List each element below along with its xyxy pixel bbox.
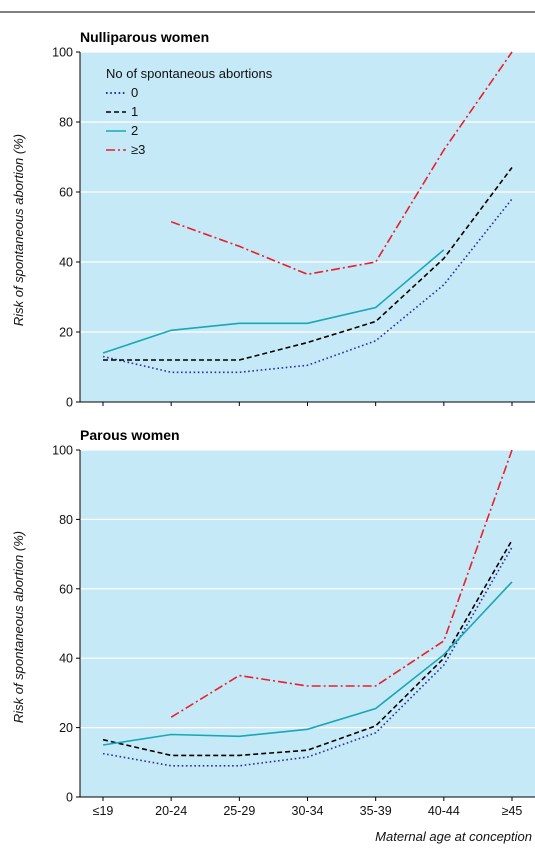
legend: No of spontaneous abortions 0 1 2 ≥3 <box>106 66 273 157</box>
plot-background <box>80 52 535 402</box>
series-group <box>102 449 513 767</box>
x-tick-label: 25-29 <box>223 804 255 818</box>
series-line-3 <box>170 449 513 718</box>
x-tick-label: 40-44 <box>428 804 460 818</box>
x-tick-label: 20-24 <box>155 804 187 818</box>
gridlines <box>80 51 535 333</box>
y-tick-label: 60 <box>59 186 73 200</box>
y-tick-label: 20 <box>59 326 73 340</box>
axes: 0 20 40 60 80 100 ≤19 20-24 25-29 30-34 35-39 40-44… <box>52 444 535 818</box>
y-tick-label: 0 <box>66 396 73 410</box>
legend-label: 0 <box>131 85 138 100</box>
x-tick-label: 35-39 <box>360 804 392 818</box>
legend-title: No of spontaneous abortions <box>106 66 273 81</box>
x-tick-label: 30-34 <box>292 804 324 818</box>
y-axis-label: Risk of spontaneous abortion (%) <box>11 134 26 326</box>
y-tick-label: 100 <box>52 46 73 60</box>
gridlines <box>80 449 535 729</box>
series-line-2 <box>102 249 445 354</box>
series-group <box>102 51 513 374</box>
y-tick-label: 60 <box>59 582 73 596</box>
panel-title: Nulliparous women <box>80 29 209 45</box>
legend-label: 2 <box>131 123 138 138</box>
plot-background <box>80 450 535 797</box>
x-tick-label: ≥45 <box>502 804 523 818</box>
y-axis-label-group: Risk of spontaneous abortion (%) <box>11 134 26 326</box>
panel-parous: Parous women Risk of spontaneous abortio… <box>11 427 535 818</box>
y-tick-label: 40 <box>59 256 73 270</box>
series-line-0 <box>102 198 513 374</box>
y-axis-label: Risk of spontaneous abortion (%) <box>11 531 26 723</box>
legend-label: 1 <box>131 104 138 119</box>
x-tick-label: ≤19 <box>93 804 114 818</box>
y-tick-label: 80 <box>59 116 73 130</box>
y-tick-label: 100 <box>52 444 73 458</box>
panel-nulliparous: Nulliparous women Risk of spontaneous ab… <box>11 29 535 410</box>
series-line-1 <box>103 167 513 361</box>
x-axis-label: Maternal age at conception <box>375 829 532 844</box>
y-tick-label: 40 <box>59 652 73 666</box>
panel-title: Parous women <box>80 427 180 443</box>
legend-label: ≥3 <box>131 142 145 157</box>
series-line-2 <box>102 581 513 746</box>
y-tick-label: 20 <box>59 721 73 735</box>
y-axis-label-group: Risk of spontaneous abortion (%) <box>11 531 26 723</box>
series-line-0 <box>102 546 513 767</box>
y-tick-label: 0 <box>66 791 73 805</box>
y-tick-label: 80 <box>59 513 73 527</box>
